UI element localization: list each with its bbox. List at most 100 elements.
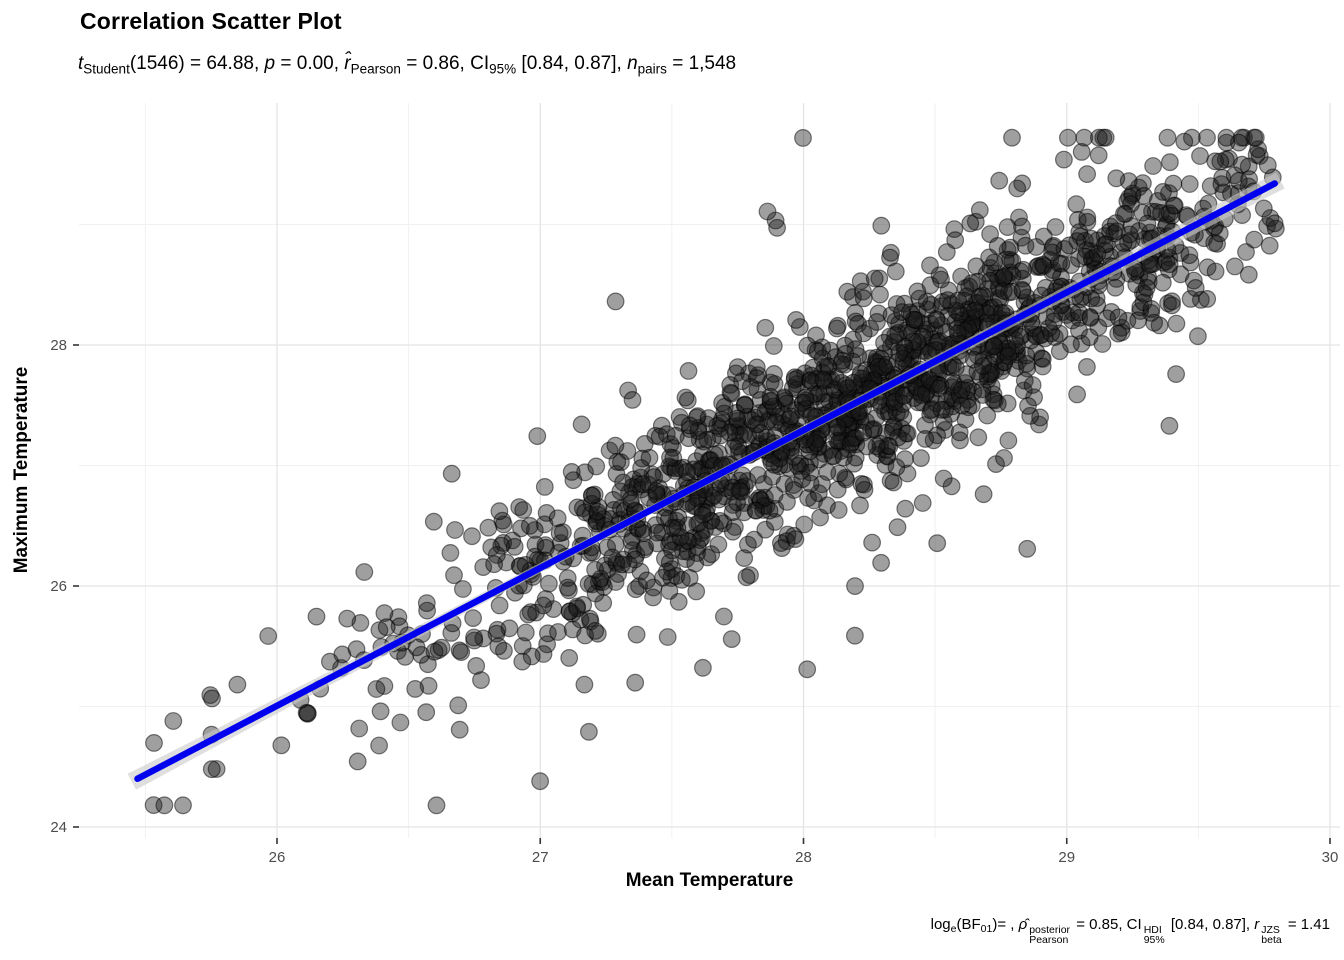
data-point	[586, 560, 604, 579]
data-point	[872, 216, 891, 235]
data-point	[1067, 195, 1086, 214]
caption-segment: = 0.85, CI	[1072, 916, 1142, 933]
data-point	[680, 569, 699, 587]
data-point	[923, 400, 942, 418]
data-point	[758, 202, 777, 221]
data-point	[966, 301, 984, 320]
data-point	[537, 504, 556, 522]
data-point	[389, 608, 408, 626]
data-point	[735, 549, 754, 567]
data-point	[896, 499, 915, 518]
data-point	[1160, 153, 1179, 172]
data-point	[1058, 128, 1077, 147]
data-point	[606, 292, 625, 311]
data-point	[934, 469, 953, 488]
subtitle-segment: p	[264, 53, 276, 74]
data-point	[531, 772, 549, 791]
data-point	[609, 565, 627, 583]
data-point	[762, 453, 781, 472]
data-point	[441, 544, 460, 562]
data-point	[787, 311, 805, 329]
caption-segment: )= ,	[992, 916, 1019, 933]
chart-subtitle-statistics: tStudent(1546) = 64.88, p = 0.00, r̂Pear…	[78, 53, 736, 77]
data-point	[722, 384, 741, 403]
data-point	[1206, 262, 1225, 281]
data-point	[978, 406, 997, 425]
data-point	[694, 432, 713, 451]
data-point	[1078, 165, 1096, 184]
data-point	[728, 409, 747, 428]
data-point	[765, 365, 783, 383]
data-point	[550, 524, 569, 543]
data-point	[370, 736, 389, 755]
data-point	[921, 276, 940, 295]
data-point	[1237, 243, 1255, 261]
data-point	[490, 596, 509, 615]
data-point	[417, 703, 436, 722]
data-point	[668, 518, 687, 537]
data-point	[407, 638, 426, 657]
data-point	[548, 509, 567, 528]
data-point	[999, 431, 1018, 450]
x-tick-label: 30	[1322, 849, 1339, 866]
data-point	[585, 485, 604, 504]
data-point	[932, 270, 950, 289]
data-point	[1112, 318, 1131, 337]
data-point	[1160, 204, 1179, 223]
data-point	[678, 391, 697, 410]
data-point	[467, 657, 486, 675]
data-point	[913, 494, 932, 512]
data-point	[626, 550, 644, 569]
data-point	[985, 253, 1004, 272]
data-point	[417, 594, 436, 612]
data-point	[828, 418, 847, 437]
data-point	[953, 396, 971, 415]
data-point	[678, 463, 696, 481]
data-point	[858, 437, 876, 456]
data-point	[377, 618, 396, 637]
data-point	[729, 437, 748, 456]
data-point	[1003, 252, 1022, 271]
caption-segment: r	[1254, 916, 1260, 933]
data-point	[818, 463, 837, 481]
data-point	[489, 637, 508, 656]
data-point	[885, 333, 903, 351]
data-point	[913, 327, 932, 346]
data-point	[635, 435, 654, 453]
data-point	[1096, 128, 1115, 147]
x-tick-label: 27	[532, 849, 549, 866]
data-point	[406, 680, 425, 698]
data-point	[722, 630, 741, 648]
data-point	[1109, 324, 1128, 343]
data-point	[715, 404, 733, 423]
data-point	[1055, 239, 1074, 258]
data-point	[956, 321, 974, 340]
data-point	[953, 381, 971, 399]
data-point	[1158, 128, 1177, 147]
data-point	[155, 796, 174, 815]
data-point	[505, 537, 524, 556]
data-point	[603, 548, 622, 567]
data-point	[1089, 146, 1108, 165]
data-point	[799, 489, 817, 507]
data-point	[419, 676, 438, 695]
data-point	[931, 376, 950, 395]
data-point	[492, 536, 511, 555]
data-point	[676, 388, 695, 407]
data-point	[709, 535, 728, 554]
data-point	[432, 638, 451, 657]
data-point	[1154, 182, 1172, 201]
data-point	[1033, 357, 1052, 376]
data-point	[658, 628, 677, 646]
data-point	[745, 530, 763, 549]
data-point	[1134, 186, 1153, 205]
data-point	[786, 530, 805, 548]
data-point	[878, 355, 896, 374]
data-point	[1225, 257, 1244, 276]
data-point	[896, 450, 914, 469]
data-point	[560, 649, 579, 667]
x-axis-title: Mean Temperature	[625, 870, 794, 891]
data-point	[1077, 241, 1096, 260]
data-point	[798, 660, 817, 679]
data-point	[1013, 217, 1031, 236]
